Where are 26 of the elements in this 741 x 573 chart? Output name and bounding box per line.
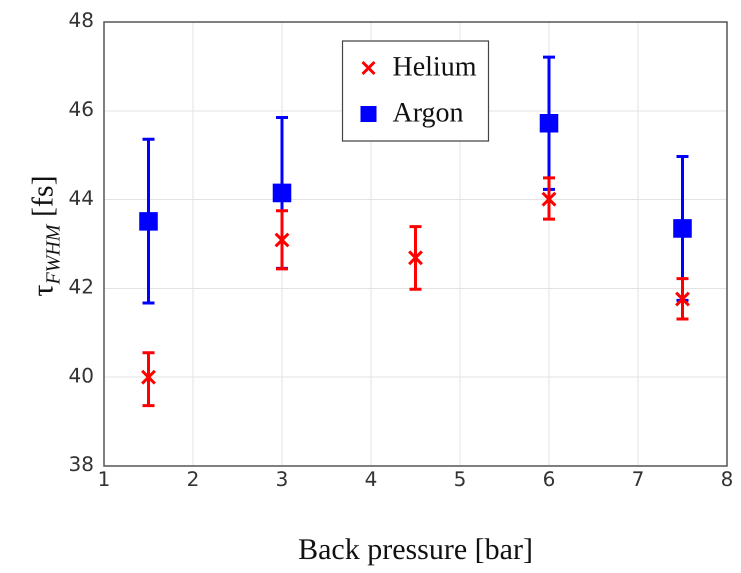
point: [674, 291, 690, 307]
point: [140, 369, 156, 386]
y-tick-label: 38: [68, 452, 94, 476]
x-tick-label: 1: [98, 467, 110, 492]
point: [673, 219, 692, 238]
legend-label: Helium: [392, 51, 477, 82]
point: [540, 114, 558, 133]
x-tick-label: 4: [364, 467, 378, 492]
y-tick-label: 40: [68, 363, 94, 388]
x-tick-label: 7: [632, 467, 644, 492]
point: [541, 191, 557, 208]
legend-label: Argon: [392, 97, 464, 128]
x-tick-label: 2: [186, 467, 200, 492]
point: [274, 232, 290, 248]
x-tick-label: 3: [276, 467, 288, 492]
y-tick-label: 42: [68, 274, 94, 299]
y-tick-label: 48: [68, 8, 94, 32]
point: [408, 250, 424, 266]
x-tick-label: 6: [542, 467, 556, 492]
x-tick-label: 8: [720, 467, 734, 492]
y-tick-label: 46: [68, 97, 94, 122]
point: [272, 184, 292, 202]
x-axis-title: Back pressure [bar]: [298, 532, 533, 566]
x-tick-label: 5: [454, 467, 466, 492]
point: [139, 212, 158, 231]
y-tick-label: 44: [68, 186, 94, 210]
